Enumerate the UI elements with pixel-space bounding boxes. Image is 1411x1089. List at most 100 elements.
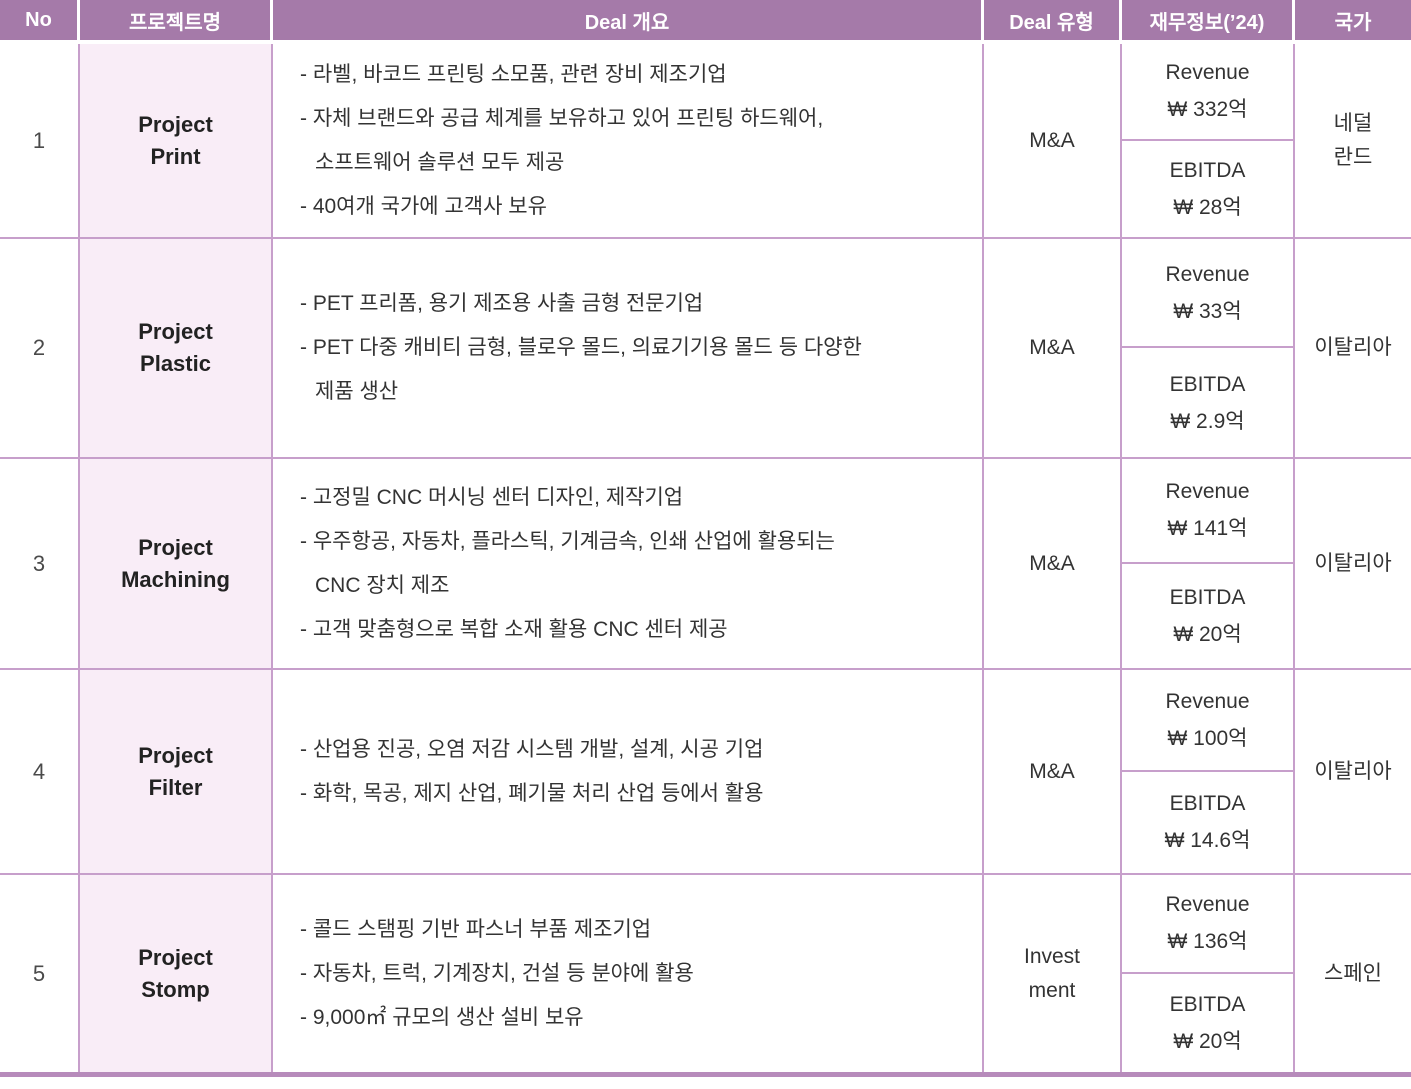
ebitda-label: EBITDA [1169, 158, 1246, 182]
col-header-financial-info: 재무정보(’24) [1122, 0, 1295, 40]
country-line: 이탈리아 [1314, 336, 1392, 359]
col-header-no: No [0, 0, 80, 40]
table-row: 3 Project Machining - 고정밀 CNC 머시닝 센터 디자인… [0, 457, 1411, 668]
deal-type-line: ment [1028, 978, 1076, 1002]
revenue-label: Revenue [1165, 262, 1250, 286]
table-row: 1 Project Print - 라벨, 바코드 프린팅 소모품, 관련 장비… [0, 44, 1411, 237]
ebitda-value: ₩ 28억 [1173, 195, 1242, 219]
cell-deal-overview: - PET 프리폼, 용기 제조용 사출 금형 전문기업 - PET 다중 캐비… [273, 239, 984, 457]
cell-deal-type: M&A [984, 670, 1122, 873]
country-line: 이탈리아 [1314, 551, 1392, 575]
deal-type-line: M&A [1029, 551, 1075, 575]
cell-deal-type: M&A [984, 459, 1122, 668]
col-header-project-name: 프로젝트명 [80, 0, 273, 40]
ebitda-label: EBITDA [1169, 585, 1246, 609]
project-name-line: Machining [121, 566, 230, 592]
table-row: 5 Project Stomp - 콜드 스탬핑 기반 파스너 부품 제조기업 … [0, 873, 1411, 1072]
cell-financials: Revenue ₩ 100억 EBITDA ₩ 14.6억 [1122, 670, 1295, 873]
table-row: 4 Project Filter - 산업용 진공, 오염 저감 시스템 개발,… [0, 668, 1411, 873]
cell-deal-overview: - 고정밀 CNC 머시닝 센터 디자인, 제작기업 - 우주항공, 자동차, … [273, 459, 984, 668]
ebitda-label: EBITDA [1169, 372, 1246, 396]
country-line: 스페인 [1324, 961, 1382, 985]
ebitda-cell: EBITDA ₩ 20억 [1122, 564, 1293, 669]
revenue-cell: Revenue ₩ 141억 [1122, 459, 1293, 564]
table-row: 2 Project Plastic - PET 프리폼, 용기 제조용 사출 금… [0, 237, 1411, 457]
cell-country: 이탈리아 [1295, 239, 1411, 457]
deal-type-line: M&A [1029, 759, 1075, 783]
deal-type-line: M&A [1029, 336, 1075, 359]
revenue-value: ₩ 141억 [1167, 517, 1248, 541]
project-name-line: Print [150, 143, 201, 169]
cell-project-name: Project Stomp [80, 875, 273, 1072]
col-header-country: 국가 [1295, 0, 1411, 40]
overview-line: - 우주항공, 자동차, 플라스틱, 기계금속, 인쇄 산업에 활용되는 [300, 529, 835, 553]
ebitda-cell: EBITDA ₩ 2.9억 [1122, 348, 1293, 457]
ebitda-label: EBITDA [1169, 792, 1246, 816]
ebitda-value: ₩ 20억 [1173, 1029, 1242, 1053]
cell-financials: Revenue ₩ 33억 EBITDA ₩ 2.9억 [1122, 239, 1295, 457]
country-line: 이탈리아 [1314, 759, 1392, 783]
deal-type-line: Invest [1023, 944, 1081, 968]
ebitda-cell: EBITDA ₩ 20억 [1122, 974, 1293, 1073]
overview-line: - 자체 브랜드와 공급 체계를 보유하고 있어 프린팅 하드웨어, [300, 106, 824, 130]
revenue-value: ₩ 33억 [1173, 299, 1242, 323]
table-header-row: No 프로젝트명 Deal 개요 Deal 유형 재무정보(’24) 국가 [0, 0, 1411, 44]
project-name-line: Project [138, 319, 213, 344]
overview-line: CNC 장치 제조 [315, 573, 450, 597]
cell-no: 4 [0, 670, 80, 873]
cell-financials: Revenue ₩ 332억 EBITDA ₩ 28억 [1122, 44, 1295, 237]
col-header-deal-type: Deal 유형 [984, 0, 1122, 40]
cell-country: 네덜 란드 [1295, 44, 1411, 237]
overview-line: - 자동차, 트럭, 기계장치, 건설 등 분야에 활용 [300, 961, 694, 985]
project-name-line: Project [138, 534, 213, 560]
overview-line: - 9,000㎡ 규모의 생산 설비 보유 [300, 1005, 584, 1029]
project-name-line: Stomp [141, 976, 210, 1002]
cell-project-name: Project Plastic [80, 239, 273, 457]
col-header-deal-overview: Deal 개요 [273, 0, 984, 40]
revenue-value: ₩ 136억 [1167, 930, 1248, 954]
overview-line: 제품 생산 [315, 380, 399, 403]
overview-line: - 고정밀 CNC 머시닝 센터 디자인, 제작기업 [300, 485, 684, 509]
revenue-cell: Revenue ₩ 136억 [1122, 875, 1293, 974]
overview-line: - 고객 맞춤형으로 복합 소재 활용 CNC 센터 제공 [300, 617, 728, 641]
cell-no: 3 [0, 459, 80, 668]
cell-country: 이탈리아 [1295, 459, 1411, 668]
table-bottom-rule [0, 1072, 1411, 1077]
cell-deal-type: M&A [984, 239, 1122, 457]
ebitda-cell: EBITDA ₩ 14.6억 [1122, 772, 1293, 874]
project-name-line: Project [138, 111, 213, 137]
cell-financials: Revenue ₩ 136억 EBITDA ₩ 20억 [1122, 875, 1295, 1072]
cell-deal-overview: - 콜드 스탬핑 기반 파스너 부품 제조기업 - 자동차, 트럭, 기계장치,… [273, 875, 984, 1072]
ebitda-cell: EBITDA ₩ 28억 [1122, 141, 1293, 238]
cell-country: 스페인 [1295, 875, 1411, 1072]
overview-line: - 라벨, 바코드 프린팅 소모품, 관련 장비 제조기업 [300, 62, 727, 86]
revenue-label: Revenue [1165, 61, 1250, 85]
ebitda-value: ₩ 20억 [1173, 622, 1242, 646]
overview-line: - 콜드 스탬핑 기반 파스너 부품 제조기업 [300, 917, 652, 941]
cell-no: 5 [0, 875, 80, 1072]
cell-financials: Revenue ₩ 141억 EBITDA ₩ 20억 [1122, 459, 1295, 668]
project-name-line: Filter [148, 774, 203, 800]
cell-deal-type: Invest ment [984, 875, 1122, 1072]
cell-project-name: Project Machining [80, 459, 273, 668]
revenue-cell: Revenue ₩ 33억 [1122, 239, 1293, 348]
cell-project-name: Project Filter [80, 670, 273, 873]
cell-country: 이탈리아 [1295, 670, 1411, 873]
cell-no: 1 [0, 44, 80, 237]
overview-line: - 화학, 목공, 제지 산업, 폐기물 처리 산업 등에서 활용 [300, 781, 764, 805]
overview-line: - PET 프리폼, 용기 제조용 사출 금형 전문기업 [300, 292, 704, 315]
cell-no: 2 [0, 239, 80, 457]
revenue-cell: Revenue ₩ 100억 [1122, 670, 1293, 772]
revenue-label: Revenue [1165, 480, 1250, 504]
country-line: 란드 [1333, 145, 1373, 169]
project-name-line: Plastic [140, 351, 211, 376]
revenue-cell: Revenue ₩ 332억 [1122, 44, 1293, 141]
overview-line: - 40여개 국가에 고객사 보유 [300, 194, 547, 218]
ebitda-label: EBITDA [1169, 992, 1246, 1016]
overview-line: 소프트웨어 솔루션 모두 제공 [315, 150, 565, 174]
project-name-line: Project [138, 944, 213, 970]
revenue-value: ₩ 100억 [1167, 726, 1248, 750]
revenue-label: Revenue [1165, 689, 1250, 713]
ebitda-value: ₩ 14.6억 [1164, 829, 1251, 853]
